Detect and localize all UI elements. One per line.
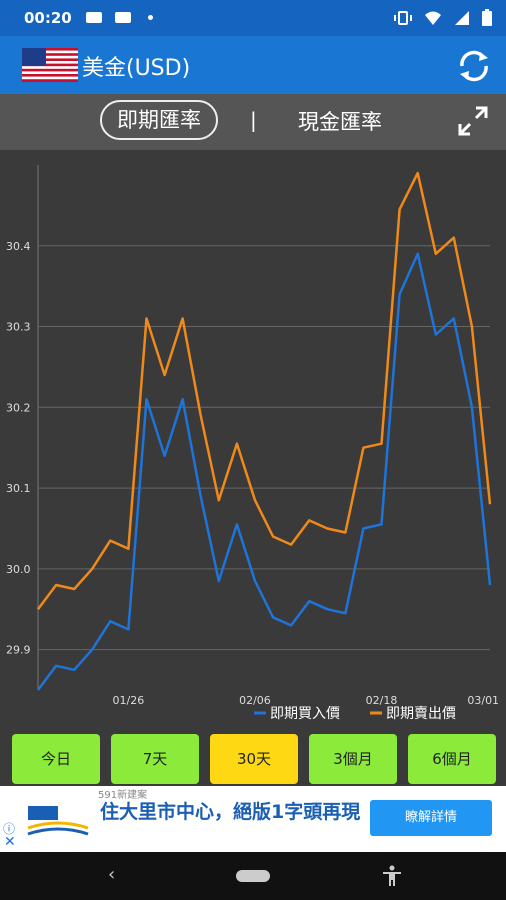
tab-cash-rate[interactable]: 現金匯率 <box>298 110 382 134</box>
y-tick-label: 30.0 <box>6 563 31 576</box>
x-tick-label: 02/06 <box>239 694 271 707</box>
series-line-0 <box>36 252 492 691</box>
ad-source: 591新建案 <box>98 790 148 801</box>
legend-label-0: 即期買入價 <box>270 705 340 722</box>
x-tick-label: 02/18 <box>366 694 398 707</box>
y-tick-label: 30.1 <box>6 482 31 495</box>
battery-icon <box>482 9 492 26</box>
rate-type-tabs: 即期匯率 | 現金匯率 <box>0 94 506 150</box>
system-nav-bar: ‹ <box>0 852 506 900</box>
status-time: 00:20 <box>24 9 72 27</box>
y-tick-label: 30.4 <box>6 240 31 253</box>
rate-chart-svg: 29.9 30.0 30.1 30.2 30.3 30.4 01/26 02/06 02/18 0… <box>6 165 499 722</box>
series-line-1 <box>36 171 492 610</box>
ad-cta-button[interactable]: 瞭解詳情 <box>370 800 492 836</box>
youtube-notification-icon <box>115 12 131 23</box>
rate-chart: 29.9 30.0 30.1 30.2 30.3 30.4 01/26 02/06 02/18 0… <box>0 150 506 730</box>
ad-banner[interactable]: 591新建案 住大里市中心，絕版1字頭再現 瞭解詳情 ⓘ ✕ <box>0 786 506 852</box>
range-today-button[interactable]: 今日 <box>12 734 100 784</box>
more-notifications-icon <box>148 15 153 20</box>
ad-close-icon[interactable]: ✕ <box>4 834 16 850</box>
home-icon[interactable] <box>236 870 270 882</box>
currency-title: 美金(USD) <box>82 56 191 81</box>
us-flag-icon <box>22 48 78 82</box>
range-selector: 今日 7天 30天 3個月 6個月 <box>0 730 506 786</box>
back-icon[interactable]: ‹ <box>108 864 116 885</box>
vibrate-icon <box>394 10 412 25</box>
ad-logo <box>27 806 89 836</box>
ad-headline[interactable]: 住大里市中心，絕版1字頭再現 <box>100 801 361 823</box>
status-bar: 00:20 <box>0 0 506 36</box>
cell-signal-icon <box>455 10 469 25</box>
wifi-icon <box>425 11 441 25</box>
youtube-notification-icon <box>86 12 102 23</box>
ad-info-icon[interactable]: ⓘ <box>3 822 16 836</box>
tab-spot-rate[interactable]: 即期匯率 <box>100 100 218 140</box>
range-7-days-button[interactable]: 7天 <box>111 734 199 784</box>
accessibility-icon[interactable] <box>380 864 404 888</box>
y-tick-label: 29.9 <box>6 644 31 657</box>
range-6-months-button[interactable]: 6個月 <box>408 734 496 784</box>
legend-label-1: 即期賣出價 <box>386 705 456 722</box>
refresh-icon[interactable] <box>454 46 494 86</box>
tab-separator: | <box>250 108 257 132</box>
y-tick-label: 30.2 <box>6 401 31 414</box>
app-bar: 美金(USD) <box>0 36 506 94</box>
range-3-months-button[interactable]: 3個月 <box>309 734 397 784</box>
x-tick-label: 01/26 <box>113 694 145 707</box>
y-tick-label: 30.3 <box>6 321 31 334</box>
expand-icon[interactable] <box>456 104 490 138</box>
x-tick-label: 03/01 <box>467 694 499 707</box>
range-30-days-button[interactable]: 30天 <box>210 734 298 784</box>
